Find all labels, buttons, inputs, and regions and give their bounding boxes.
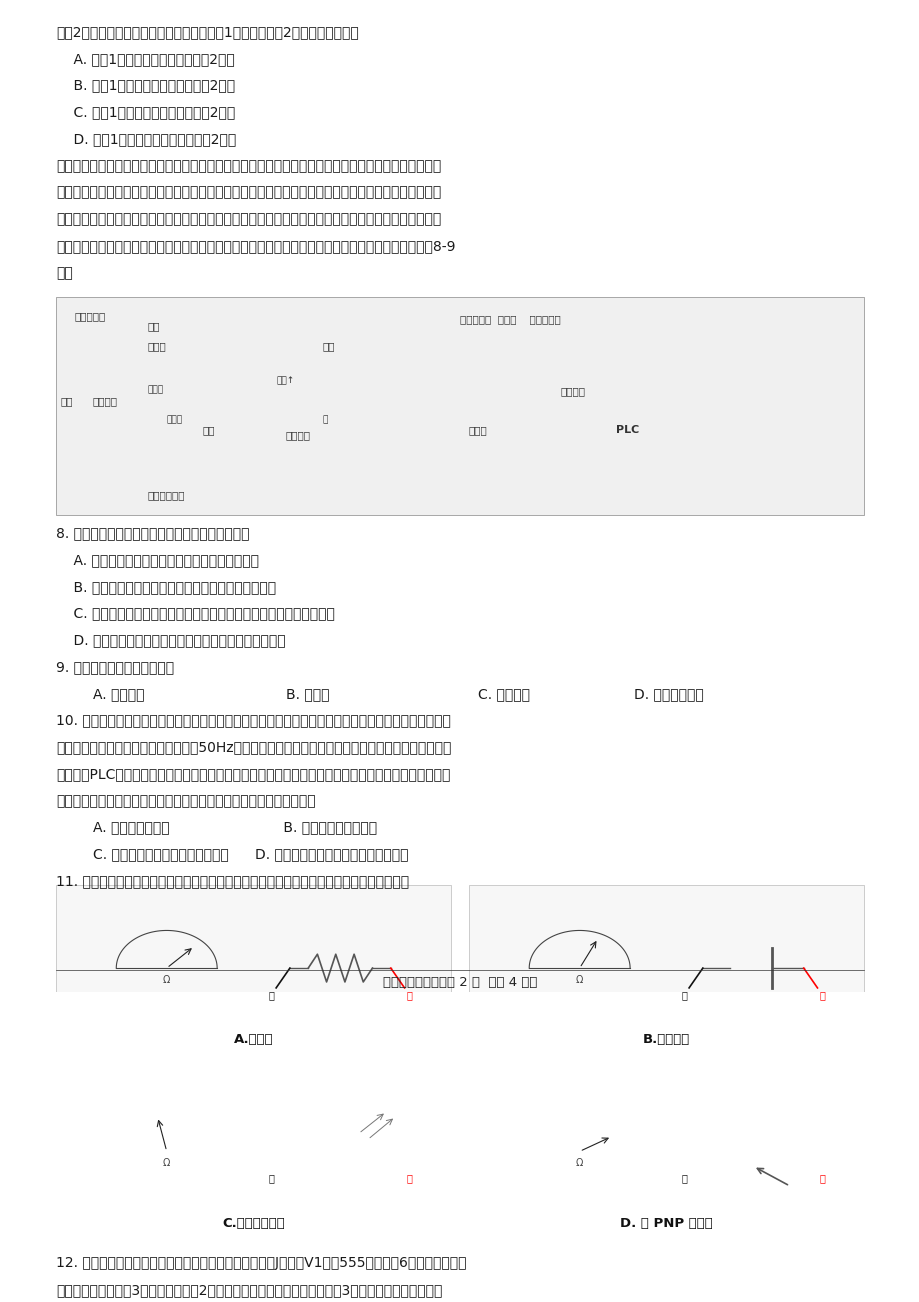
Text: 题。: 题。	[56, 266, 73, 280]
Text: 摸屏设定电动机的转速，变频调速器将50Hz的交流电转变成与设定转速相对应频率的交流电，驱动电动: 摸屏设定电动机的转速，变频调速器将50Hz的交流电转变成与设定转速相对应频率的交…	[56, 741, 451, 754]
Text: 黑: 黑	[681, 990, 686, 1000]
Polygon shape	[730, 950, 771, 986]
Text: 11. 【加试题】小明用多用电表判断电子元器件的好坏，下列测试结果表明电子元器件坏的是: 11. 【加试题】小明用多用电表判断电子元器件的好坏，下列测试结果表明电子元器件…	[56, 874, 409, 888]
Text: D. 冷凝水处理器: D. 冷凝水处理器	[633, 687, 703, 700]
Text: A. 执行器是电动机                          B. 控制器是变频调速器: A. 执行器是电动机 B. 控制器是变频调速器	[93, 820, 377, 835]
Text: 12. 如图所示的光控电路，光线照到一定程度时，继电器J吸合，V1亮。555集成电路6脚电位升至电源: 12. 如图所示的光控电路，光线照到一定程度时，继电器J吸合，V1亮。555集成…	[56, 1256, 466, 1271]
Bar	[469, 1068, 863, 1242]
Text: 启停按钮: 启停按钮	[560, 385, 585, 396]
Text: Ω: Ω	[575, 975, 583, 986]
Text: 8. 下列关于锅炉水处理流程的分析中，不正确的是: 8. 下列关于锅炉水处理流程的分析中，不正确的是	[56, 526, 249, 540]
Bar	[469, 885, 863, 1059]
Text: D. 连杆1受压、摇杆受扭转、连杆2受压: D. 连杆1受压、摇杆受扭转、连杆2受压	[56, 133, 236, 146]
Text: Ω: Ω	[163, 975, 170, 986]
Text: 红: 红	[406, 1173, 412, 1184]
Text: C. 连杆1受拉、摇杆受弯曲、连杆2受拉: C. 连杆1受拉、摇杆受弯曲、连杆2受拉	[56, 105, 235, 120]
Text: 电压的三分之二时，3脚输出低电平；2脚电位降至电源电压的三分之一时，3脚输出高电平。调试中发: 电压的三分之二时，3脚输出低电平；2脚电位降至电源电压的三分之一时，3脚输出高电…	[56, 1284, 442, 1297]
Text: 冷凝水处理器: 冷凝水处理器	[148, 490, 186, 500]
Text: B. 连杆1受压、摇杆受扭转、连杆2受拉: B. 连杆1受压、摇杆受扭转、连杆2受拉	[56, 78, 235, 92]
Bar	[56, 1068, 450, 1242]
Text: D. 测 PNP 三极管: D. 测 PNP 三极管	[619, 1216, 712, 1229]
Text: 黑: 黑	[268, 1173, 274, 1184]
Text: C.测发光二极管: C.测发光二极管	[221, 1216, 285, 1229]
Bar	[56, 885, 450, 1059]
Text: 锅炉: 锅炉	[203, 426, 215, 435]
Text: 蒸气: 蒸气	[148, 322, 160, 332]
Text: C. 输出量是测速发电机的电流信号      D. 控制量是变频调速器输出的电流频率: C. 输出量是测速发电机的电流信号 D. 控制量是变频调速器输出的电流频率	[93, 848, 408, 862]
Text: C. 热交换器: C. 热交换器	[478, 687, 529, 700]
Text: 9. 图中用于系统优化的设备是: 9. 图中用于系统优化的设备是	[56, 660, 175, 674]
Text: 黑: 黑	[268, 990, 274, 1000]
Text: 红: 红	[819, 1173, 824, 1184]
Text: A. 去离子塔: A. 去离子塔	[93, 687, 144, 700]
Text: B. 去离子塔去除杂质与除氧器去除气泡属于串行环节: B. 去离子塔去除杂质与除氧器去除气泡属于串行环节	[56, 579, 276, 594]
Text: 红: 红	[819, 990, 824, 1000]
Text: 黑: 黑	[681, 1173, 686, 1184]
Text: 废水↑: 废水↑	[276, 376, 294, 385]
Text: Ω: Ω	[163, 1159, 170, 1168]
Text: 触摸屏: 触摸屏	[469, 426, 487, 435]
Text: 技术（选考）试题第 2 页  （共 4 页）: 技术（选考）试题第 2 页 （共 4 页）	[382, 976, 537, 990]
Text: C. 锅炉产生的蒸气与冷凝水处理器去除冷凝水中的杂质属于并行环节: C. 锅炉产生的蒸气与冷凝水处理器去除冷凝水中的杂质属于并行环节	[56, 607, 335, 621]
Text: Ω: Ω	[575, 1159, 583, 1168]
Text: 去离子塔: 去离子塔	[93, 396, 118, 406]
Text: 图所示。主要设备的功能是：去离子塔去除源水中的杂质；除氧器去除水中的气泡；锅炉将水加热产生蒸: 图所示。主要设备的功能是：去离子塔去除源水中的杂质；除氧器去除水中的气泡；锅炉将…	[56, 186, 441, 199]
Text: 热交换器: 热交换器	[285, 431, 311, 440]
Text: PLC: PLC	[615, 426, 639, 435]
Text: 循环水: 循环水	[166, 415, 182, 424]
Text: 机转运；PLC根据测速发电机的电流大小，判断电动机实际转速与设定转速之间的差值，向变频调速器发: 机转运；PLC根据测速发电机的电流大小，判断电动机实际转速与设定转速之间的差值，…	[56, 767, 450, 781]
Polygon shape	[317, 1134, 358, 1169]
Text: 某火力发电厂为了提高能源的综合利用率，对锅炉水净化处理系统进行了优化，系统优化后的工作流程如: 某火力发电厂为了提高能源的综合利用率，对锅炉水净化处理系统进行了优化，系统优化后…	[56, 159, 441, 173]
Text: 热阱: 热阱	[322, 341, 335, 352]
Text: 泵: 泵	[322, 415, 327, 424]
Text: 连杆2带动压杆向下运动，将工件压紧。连杆1、摇杆、连杆2的主要受力形式是: 连杆2带动压杆向下运动，将工件压紧。连杆1、摇杆、连杆2的主要受力形式是	[56, 25, 358, 39]
Text: B. 除氧器: B. 除氧器	[285, 687, 329, 700]
Text: 红: 红	[406, 990, 412, 1000]
Text: 汽轮发电机: 汽轮发电机	[74, 311, 106, 322]
Text: 出指令，改变驱动电流的频率。下列关于该控制系统的分析中正确的是: 出指令，改变驱动电流的频率。下列关于该控制系统的分析中正确的是	[56, 794, 315, 809]
Text: B.测二极管: B.测二极管	[642, 1034, 689, 1047]
Text: 源水: 源水	[61, 396, 74, 406]
Text: A.测电阻: A.测电阻	[233, 1034, 273, 1047]
Bar	[56, 297, 863, 514]
Text: A. 连杆1受拉、摇杆受弯曲、连杆2受压: A. 连杆1受拉、摇杆受弯曲、连杆2受压	[56, 52, 234, 66]
Text: 补充水: 补充水	[148, 385, 164, 395]
Text: 除氧器: 除氧器	[148, 341, 166, 352]
Text: 测速发电机  电动机    变频调速器: 测速发电机 电动机 变频调速器	[460, 315, 560, 324]
Text: 气驱动汽轮发电机发电；热阱收集汽轮发电机排出的蒸气并冷却成冷凝水；冷凝水处理器去除冷凝水中的: 气驱动汽轮发电机发电；热阱收集汽轮发电机排出的蒸气并冷却成冷凝水；冷凝水处理器去…	[56, 212, 441, 227]
Text: 10. 如图是三相异步电机转速控制系统示意图。系统通过改变交流电的频率来改变电动机的转速。通过触: 10. 如图是三相异步电机转速控制系统示意图。系统通过改变交流电的频率来改变电动…	[56, 713, 450, 728]
Text: A. 系统中每个设备完成的工作都是流程中的环节: A. 系统中每个设备完成的工作都是流程中的环节	[56, 553, 259, 568]
Text: 杂质；热交换器回收锅炉排放的废水中的热量，用于供暖或其它工业生产。请根据流程图及其描述完成8-9: 杂质；热交换器回收锅炉排放的废水中的热量，用于供暖或其它工业生产。请根据流程图及…	[56, 240, 455, 253]
Text: D. 锅炉产生蒸气与汽轮发电机发电之间的时序不能颠倒: D. 锅炉产生蒸气与汽轮发电机发电之间的时序不能颠倒	[56, 634, 286, 647]
